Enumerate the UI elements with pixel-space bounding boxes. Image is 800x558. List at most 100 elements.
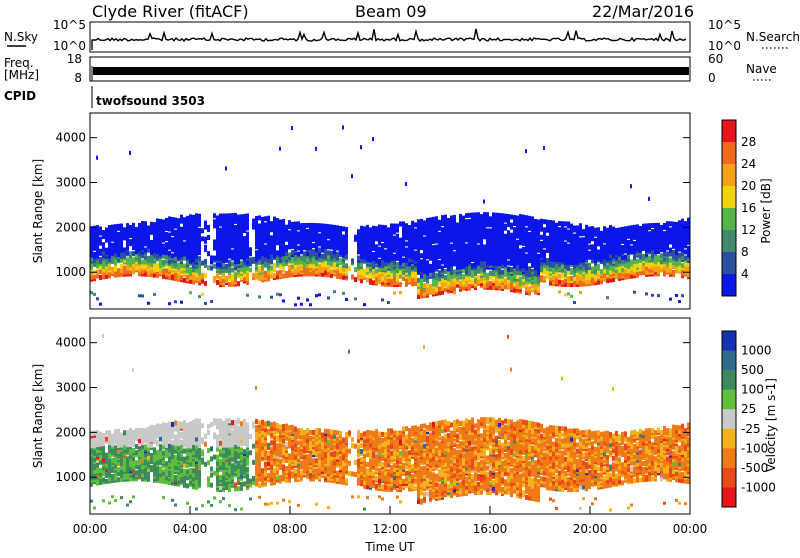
rti-cell <box>636 224 639 229</box>
rti-cell <box>453 291 456 294</box>
rti-cell <box>540 235 543 240</box>
rti-cell <box>519 277 522 282</box>
rti-cell <box>429 217 432 222</box>
nsky-tick-high: 10^5 <box>53 18 86 32</box>
rti-cell <box>465 243 468 248</box>
rti-cell <box>117 232 120 237</box>
rti-cell <box>447 218 450 223</box>
rti-cell <box>582 237 585 242</box>
rti-cell <box>669 227 672 232</box>
y-tick-label: 4000 <box>55 131 86 145</box>
rti-cell <box>288 252 291 257</box>
rti-cell <box>672 250 675 255</box>
rti-cell <box>666 221 669 226</box>
y-tick-label: 1000 <box>55 265 86 279</box>
rti-cell <box>177 263 180 268</box>
rti-cell <box>522 279 525 282</box>
date-title: 22/Mar/2016 <box>592 2 694 21</box>
rti-cell <box>564 293 567 296</box>
rti-cell <box>93 431 96 436</box>
rti-cell <box>111 474 114 479</box>
rti-cell <box>507 260 510 265</box>
rti-cell <box>282 299 285 302</box>
rti-cell <box>495 276 498 279</box>
rti-cell <box>309 303 312 306</box>
rti-cell <box>132 223 135 228</box>
rti-cell <box>414 228 417 233</box>
freq-trace <box>92 66 689 81</box>
rti-cell <box>297 231 300 236</box>
rti-cell <box>153 447 156 452</box>
rti-cell <box>237 215 240 220</box>
rti-cell <box>246 232 249 237</box>
rti-cell <box>642 254 645 259</box>
rti-cell <box>144 444 147 449</box>
rti-cell <box>435 216 438 221</box>
rti-cell <box>216 215 219 220</box>
rti-cell <box>351 174 353 178</box>
rti-cell <box>129 251 132 256</box>
rti-cell <box>402 258 405 263</box>
rti-cell <box>144 247 147 252</box>
rti-cell <box>108 501 111 504</box>
rti-cell <box>117 477 120 482</box>
rti-cell <box>570 268 573 273</box>
rti-cell <box>189 267 192 272</box>
rti-cell <box>129 428 132 433</box>
rti-cell <box>660 253 663 258</box>
rti-cell <box>189 291 192 294</box>
rti-cell <box>222 213 225 218</box>
rti-cell <box>198 256 201 261</box>
rti-cell <box>597 264 600 269</box>
rti-cell <box>147 256 150 261</box>
rti-cell <box>240 261 243 266</box>
rti-cell <box>156 218 159 223</box>
rti-cell <box>474 212 477 217</box>
rti-cell <box>342 292 345 295</box>
rti-cell <box>648 255 651 260</box>
rti-cell <box>579 237 582 242</box>
rti-cell <box>546 236 549 241</box>
beam-title: Beam 09 <box>355 2 427 21</box>
rti-cell <box>648 197 650 201</box>
nsearch-tick-low: 10^0 <box>708 39 741 53</box>
rti-cell <box>681 263 684 268</box>
rti-cell <box>294 222 297 227</box>
rti-cell <box>246 294 249 297</box>
freq-band <box>93 67 689 75</box>
rti-cell <box>444 269 447 274</box>
rti-cell <box>180 275 183 280</box>
rti-cell <box>105 228 108 233</box>
rti-cell <box>597 249 600 254</box>
rti-cell <box>219 276 222 281</box>
rti-cell <box>483 244 486 249</box>
rti-cell <box>465 213 468 218</box>
rti-cell <box>357 256 360 261</box>
rti-cell <box>264 222 267 227</box>
rti-cell <box>405 247 408 252</box>
rti-cell <box>672 222 675 227</box>
rti-cell <box>564 221 567 226</box>
rti-cell <box>387 227 390 232</box>
rti-cell <box>300 303 303 306</box>
rti-cell <box>249 257 252 262</box>
rti-cell <box>306 298 309 301</box>
rti-cell <box>354 235 357 240</box>
rti-cell <box>231 262 234 267</box>
rti-cell <box>141 428 144 433</box>
rti-cell <box>504 214 507 219</box>
rti-cell <box>144 428 147 433</box>
rti-cell <box>198 214 201 219</box>
rti-cell <box>159 219 162 224</box>
rti-cell <box>138 428 141 433</box>
rti-cell <box>345 227 348 232</box>
rti-cell <box>165 268 168 273</box>
freq-tick-low: 8 <box>74 71 82 85</box>
rti-cell <box>597 227 600 232</box>
rti-cell <box>633 241 636 246</box>
rti-cell <box>381 225 384 230</box>
rti-cell <box>285 245 288 250</box>
power-colorbar-tick: 4 <box>741 267 749 281</box>
rti-cell <box>204 245 207 250</box>
rti-cell <box>639 226 642 231</box>
